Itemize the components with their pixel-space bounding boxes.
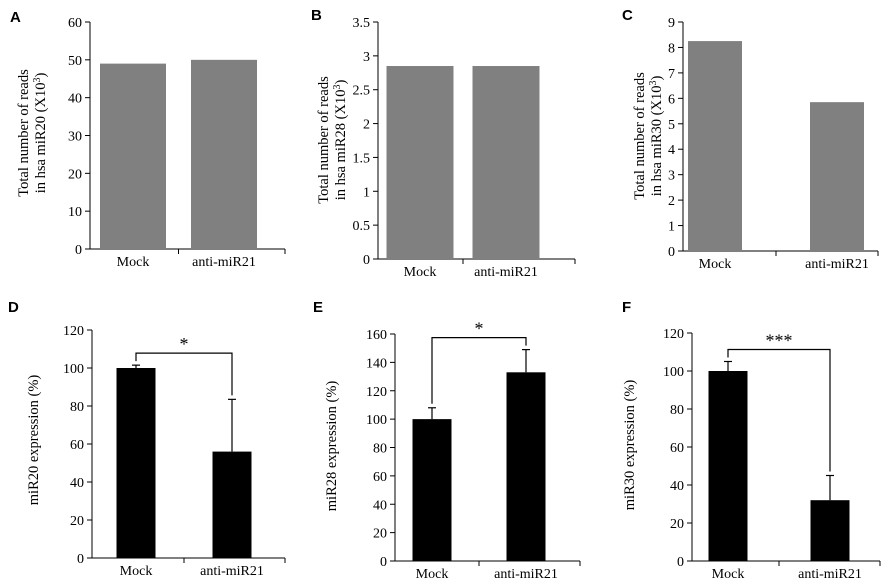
y-tick-label-b: 0.5 <box>353 219 371 234</box>
y-axis-title-e: miR28 expression (%) <box>324 381 340 512</box>
category-label-f: anti-miR21 <box>798 567 862 582</box>
y-tick-label-b: 1.5 <box>353 151 371 166</box>
significance-label-f: *** <box>766 331 793 351</box>
y-tick-label-d: 80 <box>70 400 84 415</box>
y-tick-label-d: 100 <box>63 362 84 377</box>
y-tick-label-d: 120 <box>63 324 84 339</box>
y-tick-label-c: 0 <box>668 245 675 260</box>
y-axis-title-c: Total number of readsin hsa miR30 (X103) <box>632 72 665 200</box>
bar-f-anti-mir21 <box>810 500 850 561</box>
y-tick-label-f: 40 <box>670 479 684 494</box>
bar-c-anti-mir21 <box>810 102 864 252</box>
y-tick-label-a: 0 <box>75 243 82 258</box>
category-label-a: anti-miR21 <box>192 255 256 270</box>
y-tick-label-e: 100 <box>366 413 387 428</box>
y-tick-label-b: 1 <box>363 185 370 200</box>
category-label-e: anti-miR21 <box>494 567 558 582</box>
category-label-d: anti-miR21 <box>200 564 264 579</box>
y-tick-label-c: 4 <box>668 143 675 158</box>
bar-e-mock <box>412 419 452 561</box>
panel-letter-a: A <box>10 9 21 26</box>
panel-letter-b: B <box>311 7 322 24</box>
y-tick-label-f: 20 <box>670 517 684 532</box>
panel-letter-e: E <box>313 299 323 316</box>
y-tick-label-b: 0 <box>363 253 370 268</box>
bar-b-anti-mir21 <box>472 66 540 259</box>
significance-bracket-f <box>727 348 831 472</box>
significance-bracket-e <box>431 337 527 404</box>
category-label-c: anti-miR21 <box>805 257 869 272</box>
y-tick-label-c: 9 <box>668 16 675 31</box>
category-label-a: Mock <box>117 255 150 270</box>
y-axis-title-d: miR20 expression (%) <box>26 375 42 506</box>
panel-e: E 0 20 40 60 80 100 120 140 160 Mock anti-miR21 * miR… <box>313 299 581 582</box>
y-tick-label-e: 80 <box>373 442 387 457</box>
y-tick-label-a: 40 <box>68 92 82 107</box>
y-tick-label-e: 0 <box>380 555 387 570</box>
y-tick-label-b: 2 <box>363 118 370 133</box>
significance-label-e: * <box>475 319 484 339</box>
y-tick-label-e: 120 <box>366 385 387 400</box>
y-tick-label-a: 60 <box>68 16 82 31</box>
y-tick-label-a: 10 <box>68 205 82 220</box>
y-tick-label-f: 0 <box>677 555 684 570</box>
y-axis-title-f: miR30 expression (%) <box>622 380 638 511</box>
bar-e-anti-mir21 <box>506 372 546 561</box>
y-axis-title-a: Total number of readsin hsa miR20 (X103) <box>16 69 49 197</box>
y-tick-label-e: 40 <box>373 498 387 513</box>
category-label-d: Mock <box>120 564 153 579</box>
y-axis-title-b: Total number of readsin hsa miR28 (X103) <box>316 76 349 204</box>
panel-a: A 0 10 20 30 40 50 60 Mock anti-miR21 Total number… <box>10 9 286 270</box>
category-label-e: Mock <box>416 567 449 582</box>
y-tick-label-d: 0 <box>77 552 84 567</box>
panel-c: C 0 1 2 3 4 5 6 7 8 9 Mock anti-miR21 Total number of… <box>622 7 879 272</box>
bar-f-mock <box>708 371 748 561</box>
y-tick-label-c: 6 <box>668 92 675 107</box>
y-tick-label-c: 8 <box>668 41 675 56</box>
y-tick-label-f: 100 <box>663 365 684 380</box>
y-tick-label-a: 30 <box>68 130 82 145</box>
significance-bracket-d <box>135 352 233 396</box>
bar-c-mock <box>688 41 742 252</box>
bar-b-mock <box>386 66 454 259</box>
bar-d-mock <box>116 368 156 558</box>
category-label-b: Mock <box>404 265 437 280</box>
y-tick-label-e: 20 <box>373 527 387 542</box>
panel-letter-d: D <box>8 299 19 316</box>
y-tick-label-d: 20 <box>70 514 84 529</box>
y-tick-label-a: 50 <box>68 54 82 69</box>
y-tick-label-c: 3 <box>668 169 675 184</box>
panel-f: F 0 20 40 60 80 100 120 Mock anti-miR21 *** miR30 e… <box>622 299 881 582</box>
panel-letter-f: F <box>622 299 631 316</box>
bar-d-anti-mir21 <box>212 451 252 558</box>
panel-d: D 0 20 40 60 80 100 120 Mock anti-miR21 * miR20 exp… <box>8 299 286 579</box>
y-tick-label-c: 2 <box>668 194 675 209</box>
bar-a-anti-mir21 <box>191 59 257 250</box>
panel-letter-c: C <box>622 7 633 24</box>
y-tick-label-e: 140 <box>366 356 387 371</box>
bar-a-mock <box>100 63 166 249</box>
y-tick-label-f: 60 <box>670 441 684 456</box>
y-tick-label-e: 60 <box>373 470 387 485</box>
y-tick-label-a: 20 <box>68 167 82 182</box>
category-label-b: anti-miR21 <box>474 265 538 280</box>
category-label-c: Mock <box>699 257 732 272</box>
y-tick-label-f: 80 <box>670 403 684 418</box>
y-tick-label-c: 1 <box>668 220 675 235</box>
y-tick-label-d: 60 <box>70 438 84 453</box>
y-tick-label-e: 160 <box>366 328 387 343</box>
y-tick-label-b: 3.5 <box>353 16 371 31</box>
y-tick-label-d: 40 <box>70 476 84 491</box>
y-tick-label-b: 3 <box>363 50 370 65</box>
significance-label-d: * <box>180 334 189 354</box>
panel-b: B 0 0.5 1 1.5 2 2.5 3 3.5 Mock anti-miR21 Total num… <box>311 7 576 280</box>
category-label-f: Mock <box>712 567 745 582</box>
y-tick-label-c: 5 <box>668 118 675 133</box>
y-tick-label-f: 120 <box>663 327 684 342</box>
y-tick-label-b: 2.5 <box>353 84 371 99</box>
y-tick-label-c: 7 <box>668 67 675 82</box>
